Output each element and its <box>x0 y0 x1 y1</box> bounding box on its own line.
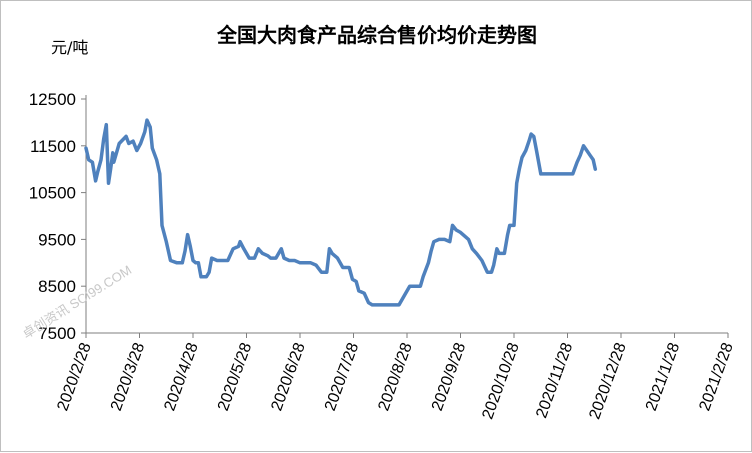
x-tick-label: 2020/2/28 <box>54 340 94 413</box>
y-tick-label: 7500 <box>38 324 76 343</box>
x-tick-label: 2021/2/28 <box>696 340 736 413</box>
x-tick-label: 2020/4/28 <box>161 340 201 413</box>
x-tick-label: 2020/7/28 <box>322 340 362 413</box>
x-tick-label: 2020/11/28 <box>533 340 576 420</box>
x-tick-label: 2020/6/28 <box>268 340 308 413</box>
x-tick-label: 2020/10/28 <box>479 340 522 421</box>
chart-title: 全国大肉食产品综合售价均价走势图 <box>217 23 537 47</box>
y-tick-label: 11500 <box>30 137 76 156</box>
y-axis-unit: 元/吨 <box>51 38 89 57</box>
y-tick-label: 9500 <box>38 230 76 249</box>
x-tick-label: 2020/12/28 <box>586 340 629 421</box>
y-tick-label: 12500 <box>29 90 76 109</box>
y-tick-label: 10500 <box>29 184 76 203</box>
x-tick-label: 2020/5/28 <box>215 340 255 413</box>
y-tick-label: 8500 <box>38 277 76 296</box>
x-tick-label: 2021/1/28 <box>643 340 683 413</box>
x-tick-label: 2020/8/28 <box>375 340 415 413</box>
x-tick-label: 2020/9/28 <box>429 340 469 413</box>
price-series-line <box>84 118 598 307</box>
x-tick-label: 2020/3/28 <box>108 340 148 413</box>
watermark-text: 卓创资讯 SCI99.COM <box>20 262 135 341</box>
